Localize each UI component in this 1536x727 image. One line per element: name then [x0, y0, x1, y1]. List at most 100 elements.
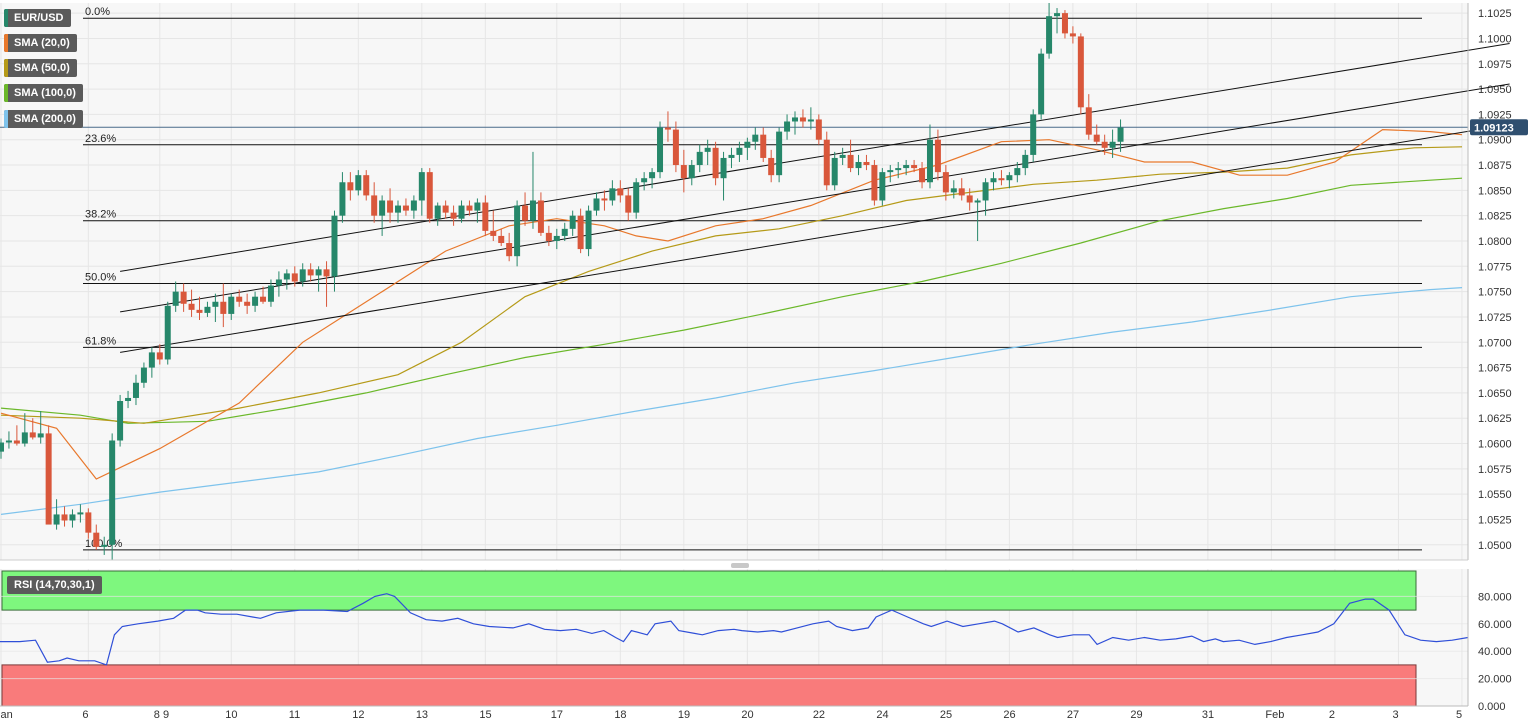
candle	[371, 182, 378, 223]
candle	[887, 165, 894, 183]
candle	[926, 124, 933, 189]
candle	[736, 141, 743, 162]
last-price-tag	[1470, 119, 1528, 136]
candle	[220, 283, 227, 328]
candle	[434, 202, 441, 226]
candle-body	[267, 285, 274, 302]
candle-body	[1093, 134, 1100, 142]
time-axis-tick-label: 17	[551, 709, 563, 721]
candle	[490, 210, 497, 241]
candle	[839, 147, 846, 166]
candle-body	[760, 134, 767, 158]
candle	[13, 425, 20, 446]
rsi-legend[interactable]: RSI (14,70,30,1)	[7, 576, 102, 594]
legend-sma50[interactable]: SMA (50,0)	[4, 59, 77, 77]
candle	[1022, 149, 1029, 176]
candle-body	[966, 195, 973, 203]
candle-body	[736, 147, 743, 155]
candle	[109, 433, 116, 560]
candle-body	[744, 141, 751, 148]
candle-body	[815, 119, 822, 140]
price-axis-tick-label: 1.0850	[1478, 185, 1512, 197]
candle-body	[863, 161, 870, 166]
time-axis-tick-label: 26	[1003, 709, 1015, 721]
price-axis-tick-label: 1.0875	[1478, 160, 1512, 172]
legend-sma200[interactable]: SMA (200,0)	[4, 110, 83, 128]
candle	[347, 172, 354, 201]
pane-splitter-handle[interactable]	[731, 563, 749, 568]
candle	[125, 390, 132, 409]
candle-body	[807, 119, 814, 122]
candle-body	[339, 182, 346, 216]
candle-body	[1046, 16, 1053, 54]
price-axis-tick-label: 1.0800	[1478, 236, 1512, 248]
candle-body	[871, 165, 878, 201]
candle-body	[799, 117, 806, 122]
candle-body	[641, 178, 648, 183]
rsi-axis-tick-label: 0.000	[1478, 701, 1506, 713]
candle	[466, 200, 473, 216]
last-price-value: 1.09123	[1474, 122, 1514, 134]
price-axis-tick-label: 1.1000	[1478, 33, 1512, 45]
fibonacci-level-label: 50.0%	[85, 272, 116, 284]
time-axis-tick-label: 18	[614, 709, 626, 721]
legend-sma20[interactable]: SMA (20,0)	[4, 34, 77, 52]
candle	[331, 210, 338, 292]
price-axis-tick-label: 1.0525	[1478, 514, 1512, 526]
candle	[522, 192, 529, 226]
candle-body	[458, 205, 465, 219]
candle-body	[125, 397, 132, 402]
legend-sma200-label: SMA (200,0)	[14, 113, 76, 125]
candle	[283, 269, 290, 290]
candle	[85, 508, 92, 539]
candle-body	[1022, 154, 1029, 169]
candle-body	[228, 296, 235, 314]
candle	[172, 281, 179, 312]
candle-body	[299, 269, 306, 282]
candle	[498, 228, 505, 247]
candle-body	[156, 352, 163, 360]
price-axis-tick-label: 1.1025	[1478, 8, 1512, 20]
candle-body	[823, 139, 830, 186]
candle	[402, 198, 409, 216]
candle	[823, 131, 830, 191]
candle-body	[275, 279, 282, 286]
candle	[323, 261, 330, 307]
candle	[704, 139, 711, 166]
candle	[291, 266, 298, 287]
time-axis-tick-label: Jan	[0, 709, 13, 721]
candle-body	[537, 200, 544, 233]
rsi-axis-tick-label: 60.000	[1478, 619, 1512, 631]
candle	[1101, 134, 1108, 155]
candle-body	[363, 175, 370, 196]
candle-body	[768, 157, 775, 176]
candle-body	[402, 205, 409, 211]
candle-body	[672, 129, 679, 166]
legend-symbol[interactable]: EUR/USD	[4, 9, 71, 27]
candle	[855, 154, 862, 176]
candle	[990, 172, 997, 191]
candle-body	[553, 235, 560, 241]
candle-body	[0, 442, 4, 452]
candle	[387, 188, 394, 223]
candle	[577, 208, 584, 254]
candle	[672, 121, 679, 173]
candle-body	[617, 188, 624, 196]
price-axis-tick-label: 1.0900	[1478, 135, 1512, 147]
candle-body	[839, 154, 846, 158]
price-axis-tick-label: 1.0975	[1478, 59, 1512, 71]
legend-sma100[interactable]: SMA (100,0)	[4, 84, 83, 102]
candle	[974, 198, 981, 241]
candle-body	[260, 296, 267, 302]
time-axis-tick-label: 31	[1202, 709, 1214, 721]
candle	[363, 170, 370, 201]
candle-body	[1061, 13, 1068, 34]
price-axis-tick-label: 1.0700	[1478, 337, 1512, 349]
time-axis-tick-label: 27	[1067, 709, 1079, 721]
candle	[236, 289, 243, 307]
candle-body	[950, 188, 957, 193]
fibonacci-level-label: 61.8%	[85, 335, 116, 347]
candle-body	[887, 170, 894, 173]
candle	[148, 347, 155, 378]
